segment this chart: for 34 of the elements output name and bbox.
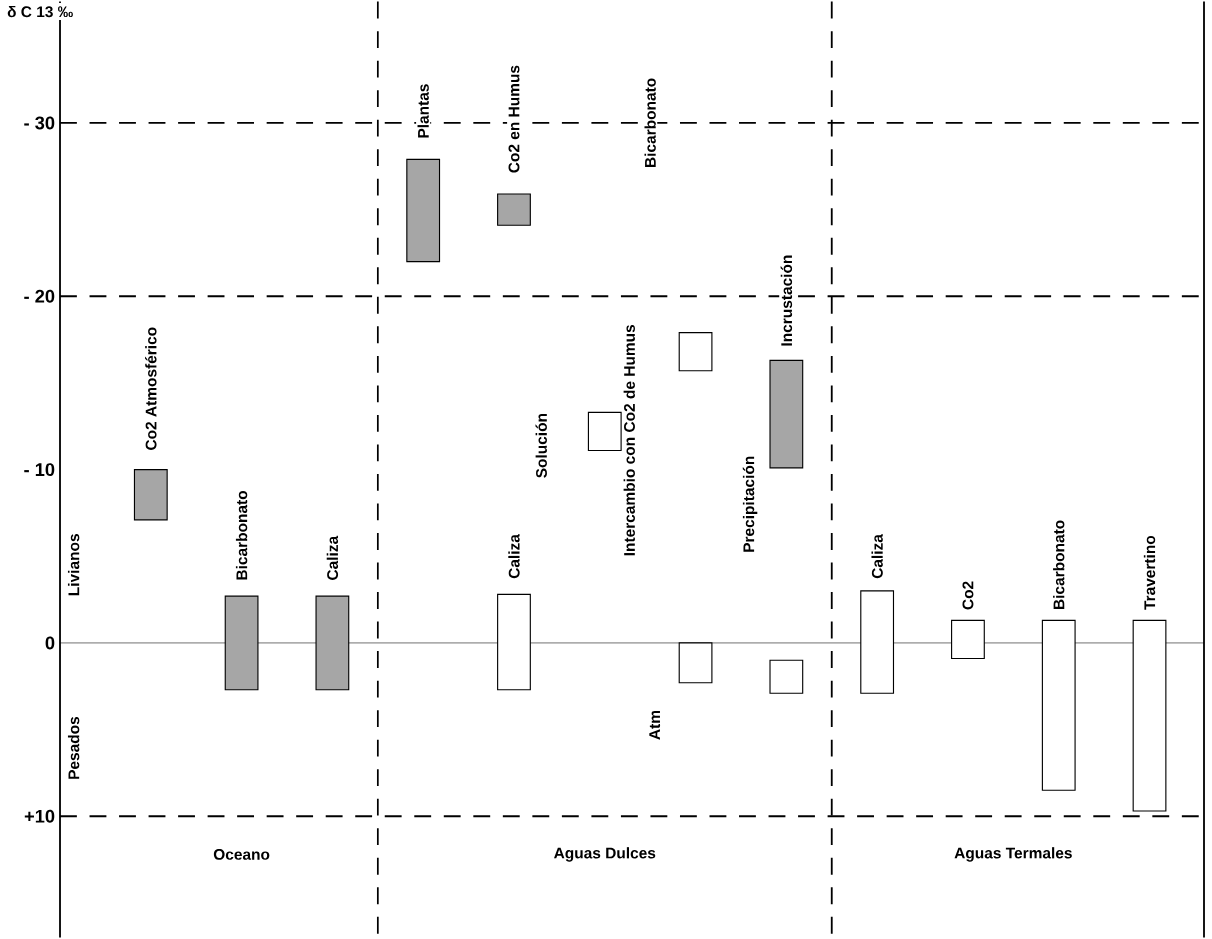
bar xyxy=(769,659,804,694)
annotation: Oceano xyxy=(213,849,270,860)
annotation: Pesados xyxy=(67,717,80,779)
annotation: Bicarbonato xyxy=(1053,520,1065,610)
bar xyxy=(587,411,622,452)
annotation: Co2 xyxy=(962,581,974,610)
annotation: Aguas Dulces xyxy=(554,847,656,862)
bar xyxy=(133,469,168,521)
annotation: Solución xyxy=(535,414,547,478)
annotation: Incrustación xyxy=(780,255,793,346)
annotation: Intercambio con Co2 de Humus xyxy=(623,325,635,556)
y-axis-title: δ C 13 ‰ xyxy=(7,5,73,18)
bar xyxy=(678,332,713,372)
bar xyxy=(497,193,531,226)
annotation: Travertino xyxy=(1143,535,1156,610)
annotation: Co2 Atmosférico xyxy=(145,327,157,451)
annotation: Caliza xyxy=(326,535,339,581)
bar xyxy=(769,359,804,469)
annotation: Caliza xyxy=(871,534,883,579)
annotation: Precipitación xyxy=(742,456,758,552)
annotation: Bicarbonato xyxy=(644,78,656,168)
y-tick-label: - 10 xyxy=(24,463,55,477)
annotation: Plantas xyxy=(417,84,429,138)
y-tick-label: 0 xyxy=(45,636,55,650)
annotation: Atm xyxy=(649,711,661,740)
y-tick-label: +10 xyxy=(24,809,55,823)
annotation: Co2 en Humus xyxy=(508,65,520,173)
bar xyxy=(406,158,441,263)
annotation: Bicarbonato xyxy=(235,491,248,580)
annotation: Aguas Termales xyxy=(954,847,1072,862)
annotation: Livianos xyxy=(67,534,80,596)
annotation: Caliza xyxy=(508,534,520,579)
y-tick-label: - 30 xyxy=(24,116,55,130)
y-tick-label: - 20 xyxy=(24,289,55,303)
